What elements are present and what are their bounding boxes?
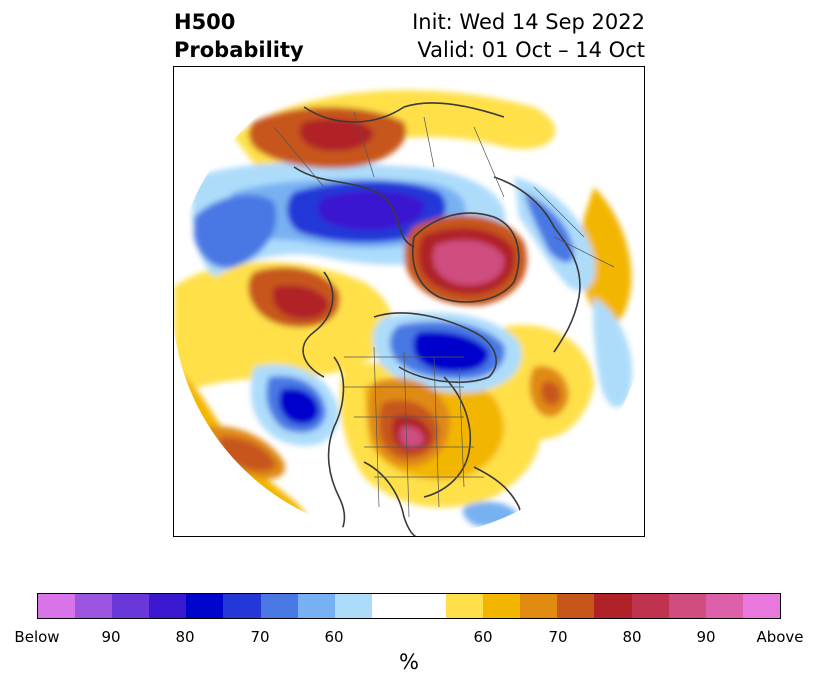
title-block: H500 Probability xyxy=(174,8,304,64)
colorbar-segment xyxy=(594,594,632,618)
colorbar-segment xyxy=(371,594,447,618)
tick-label: 80 xyxy=(175,628,195,646)
above-core-central-pink xyxy=(399,426,424,448)
colorbar-segment xyxy=(520,594,558,618)
colorbar-segment xyxy=(668,594,706,618)
tick-label: 90 xyxy=(696,628,716,646)
title-probability: Probability xyxy=(174,38,304,62)
colorbar-segment xyxy=(38,594,76,618)
colorbar-unit: % xyxy=(399,650,419,674)
colorbar-segment xyxy=(223,594,261,618)
below-region-east-lower xyxy=(593,297,633,408)
tick-label: 80 xyxy=(622,628,642,646)
colorbar-segment xyxy=(112,594,150,618)
coastlines xyxy=(293,102,581,536)
colorbar-segment xyxy=(149,594,187,618)
above-core-west-inner xyxy=(272,285,329,319)
tick-label: 60 xyxy=(324,628,344,646)
below-region-east-mid xyxy=(524,192,574,263)
colorbar-segment xyxy=(557,594,595,618)
date-block: Init: Wed 14 Sep 2022 Valid: 01 Oct – 14… xyxy=(412,8,645,64)
colorbar-segment xyxy=(446,594,484,618)
init-date: Init: Wed 14 Sep 2022 xyxy=(412,10,645,34)
above-core-nw-inner xyxy=(299,118,374,151)
tick-label: 90 xyxy=(101,628,121,646)
colorbar-segment xyxy=(260,594,298,618)
probability-field xyxy=(174,67,644,536)
colorbar-segment xyxy=(631,594,669,618)
below-region-central-core xyxy=(413,331,489,372)
below-region-sw-core xyxy=(278,388,319,425)
tick-label: Above xyxy=(756,628,804,646)
colorbar-segment xyxy=(186,594,224,618)
title-variable: H500 xyxy=(174,10,236,34)
colorbar-segment xyxy=(705,594,743,618)
colorbar xyxy=(37,593,781,619)
probability-map xyxy=(173,66,645,537)
tick-label: 70 xyxy=(548,628,568,646)
colorbar-segment xyxy=(483,594,521,618)
colorbar-segment xyxy=(297,594,335,618)
colorbar-segment xyxy=(742,594,780,618)
colorbar-segment xyxy=(75,594,113,618)
valid-range: Valid: 01 Oct – 14 Oct xyxy=(417,38,645,62)
tick-label: 60 xyxy=(473,628,493,646)
colorbar-segment xyxy=(334,594,372,618)
above-core-sw-inner xyxy=(219,436,276,472)
above-core-center-inner xyxy=(432,240,505,286)
above-region-east xyxy=(580,187,632,327)
political-borders xyxy=(273,111,615,518)
above-core-se-inner xyxy=(541,381,561,406)
below-region-west-arc xyxy=(194,194,277,268)
tick-label: Below xyxy=(14,628,60,646)
tick-label: 70 xyxy=(250,628,270,646)
